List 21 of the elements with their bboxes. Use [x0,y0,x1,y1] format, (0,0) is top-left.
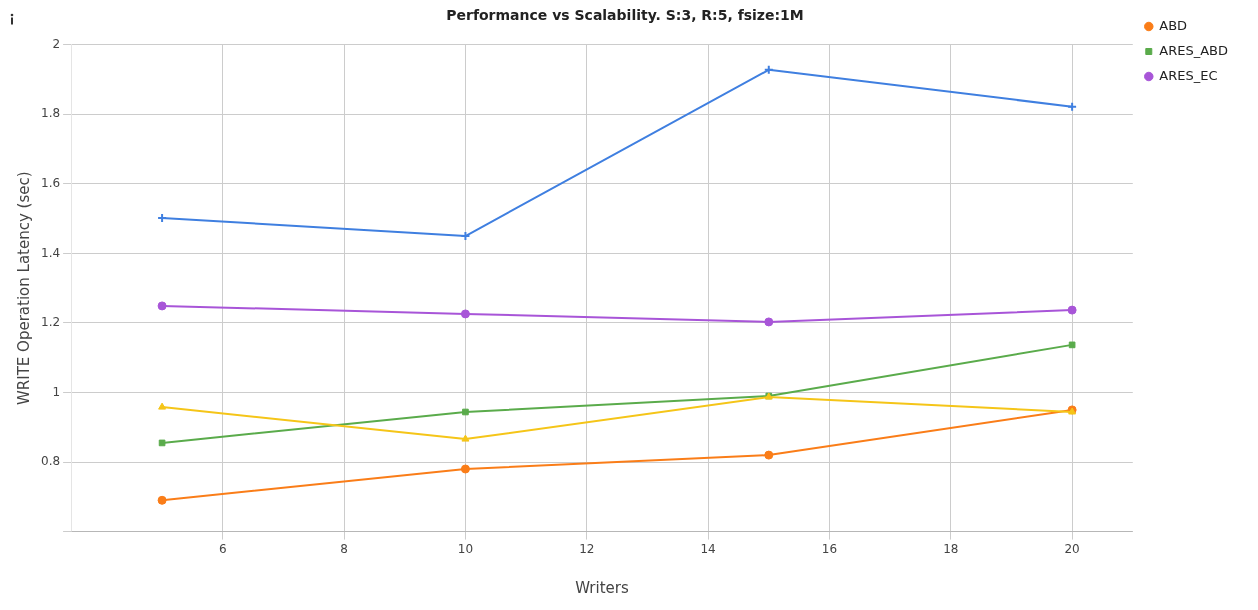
y-axis-title: WRITE Operation Latency (sec) [14,171,33,405]
legend-label: ARES_ABD [1159,42,1229,58]
y-tick-label: 0.8 [40,454,61,469]
legend-label: ARES_EC [1159,67,1218,83]
y-tick-label: 1.8 [40,106,61,121]
x-tick-label: 18 [943,541,959,556]
y-tick-label: 2 [52,36,61,51]
x-tick-label: 16 [821,541,838,556]
x-tick-label: 14 [700,541,716,556]
x-axis-title: Writers [575,578,629,597]
x-tick-label: 20 [1064,541,1080,556]
y-tick-label: 1 [52,384,61,399]
y-tick-label: 1.2 [40,315,61,330]
legend-label: ABD [1159,17,1188,33]
x-tick-label: 12 [579,541,595,556]
x-tick-label: 8 [340,541,348,556]
y-tick-label: 1.4 [40,245,61,260]
chart-title: Performance vs Scalability. S:3, R:5, fsize:1M [446,7,804,24]
y-tick-label: 1.6 [40,176,61,191]
x-tick-label: 6 [218,541,227,556]
x-tick-label: 10 [457,541,474,556]
